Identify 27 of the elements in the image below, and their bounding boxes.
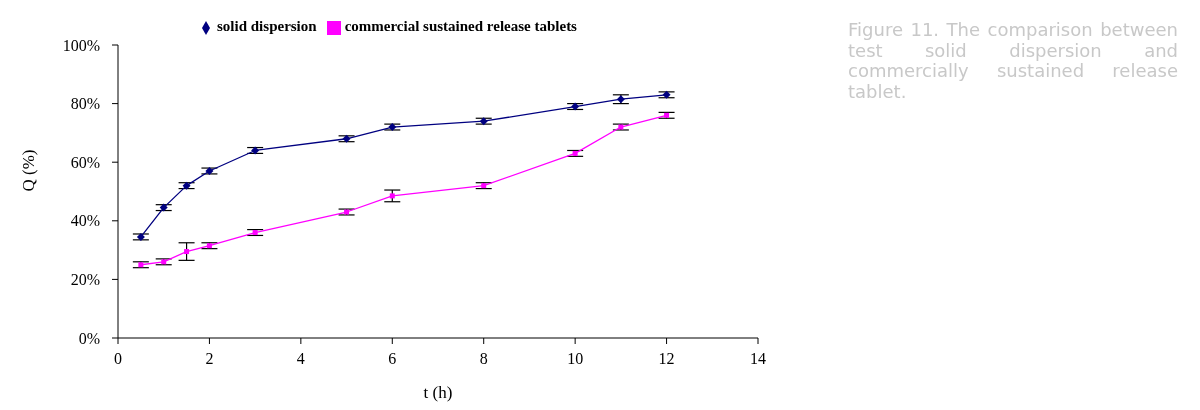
point [389,193,395,199]
x-tick-label: 10 [567,350,584,367]
x-tick-label: 12 [658,350,675,367]
y-axis-title: Q (%) [19,149,39,192]
x-tick-label: 8 [479,350,488,367]
legend-label: commercial sustained release tablets [344,18,577,34]
point [616,95,625,104]
x-tick-label: 14 [750,350,766,367]
point [571,102,580,111]
point [184,249,190,255]
x-tick-label: 2 [205,350,214,367]
y-tick-label: 40% [70,212,100,230]
x-tick-label: 4 [296,350,305,367]
point [388,123,397,132]
y-tick-label: 60% [70,153,100,171]
point [136,232,145,241]
y-tick-label: 20% [70,271,100,289]
point [159,203,168,212]
legend-label: solid dispersion [217,18,317,34]
y-tick-label: 100% [62,36,100,54]
y-tick-label: 80% [70,95,100,113]
point [479,117,488,126]
x-tick-label: 6 [388,350,397,367]
x-tick-label: 0 [114,350,122,367]
point [251,146,260,155]
y-tick-label: 0% [78,329,100,347]
x-axis-title: t (h) [423,383,453,402]
